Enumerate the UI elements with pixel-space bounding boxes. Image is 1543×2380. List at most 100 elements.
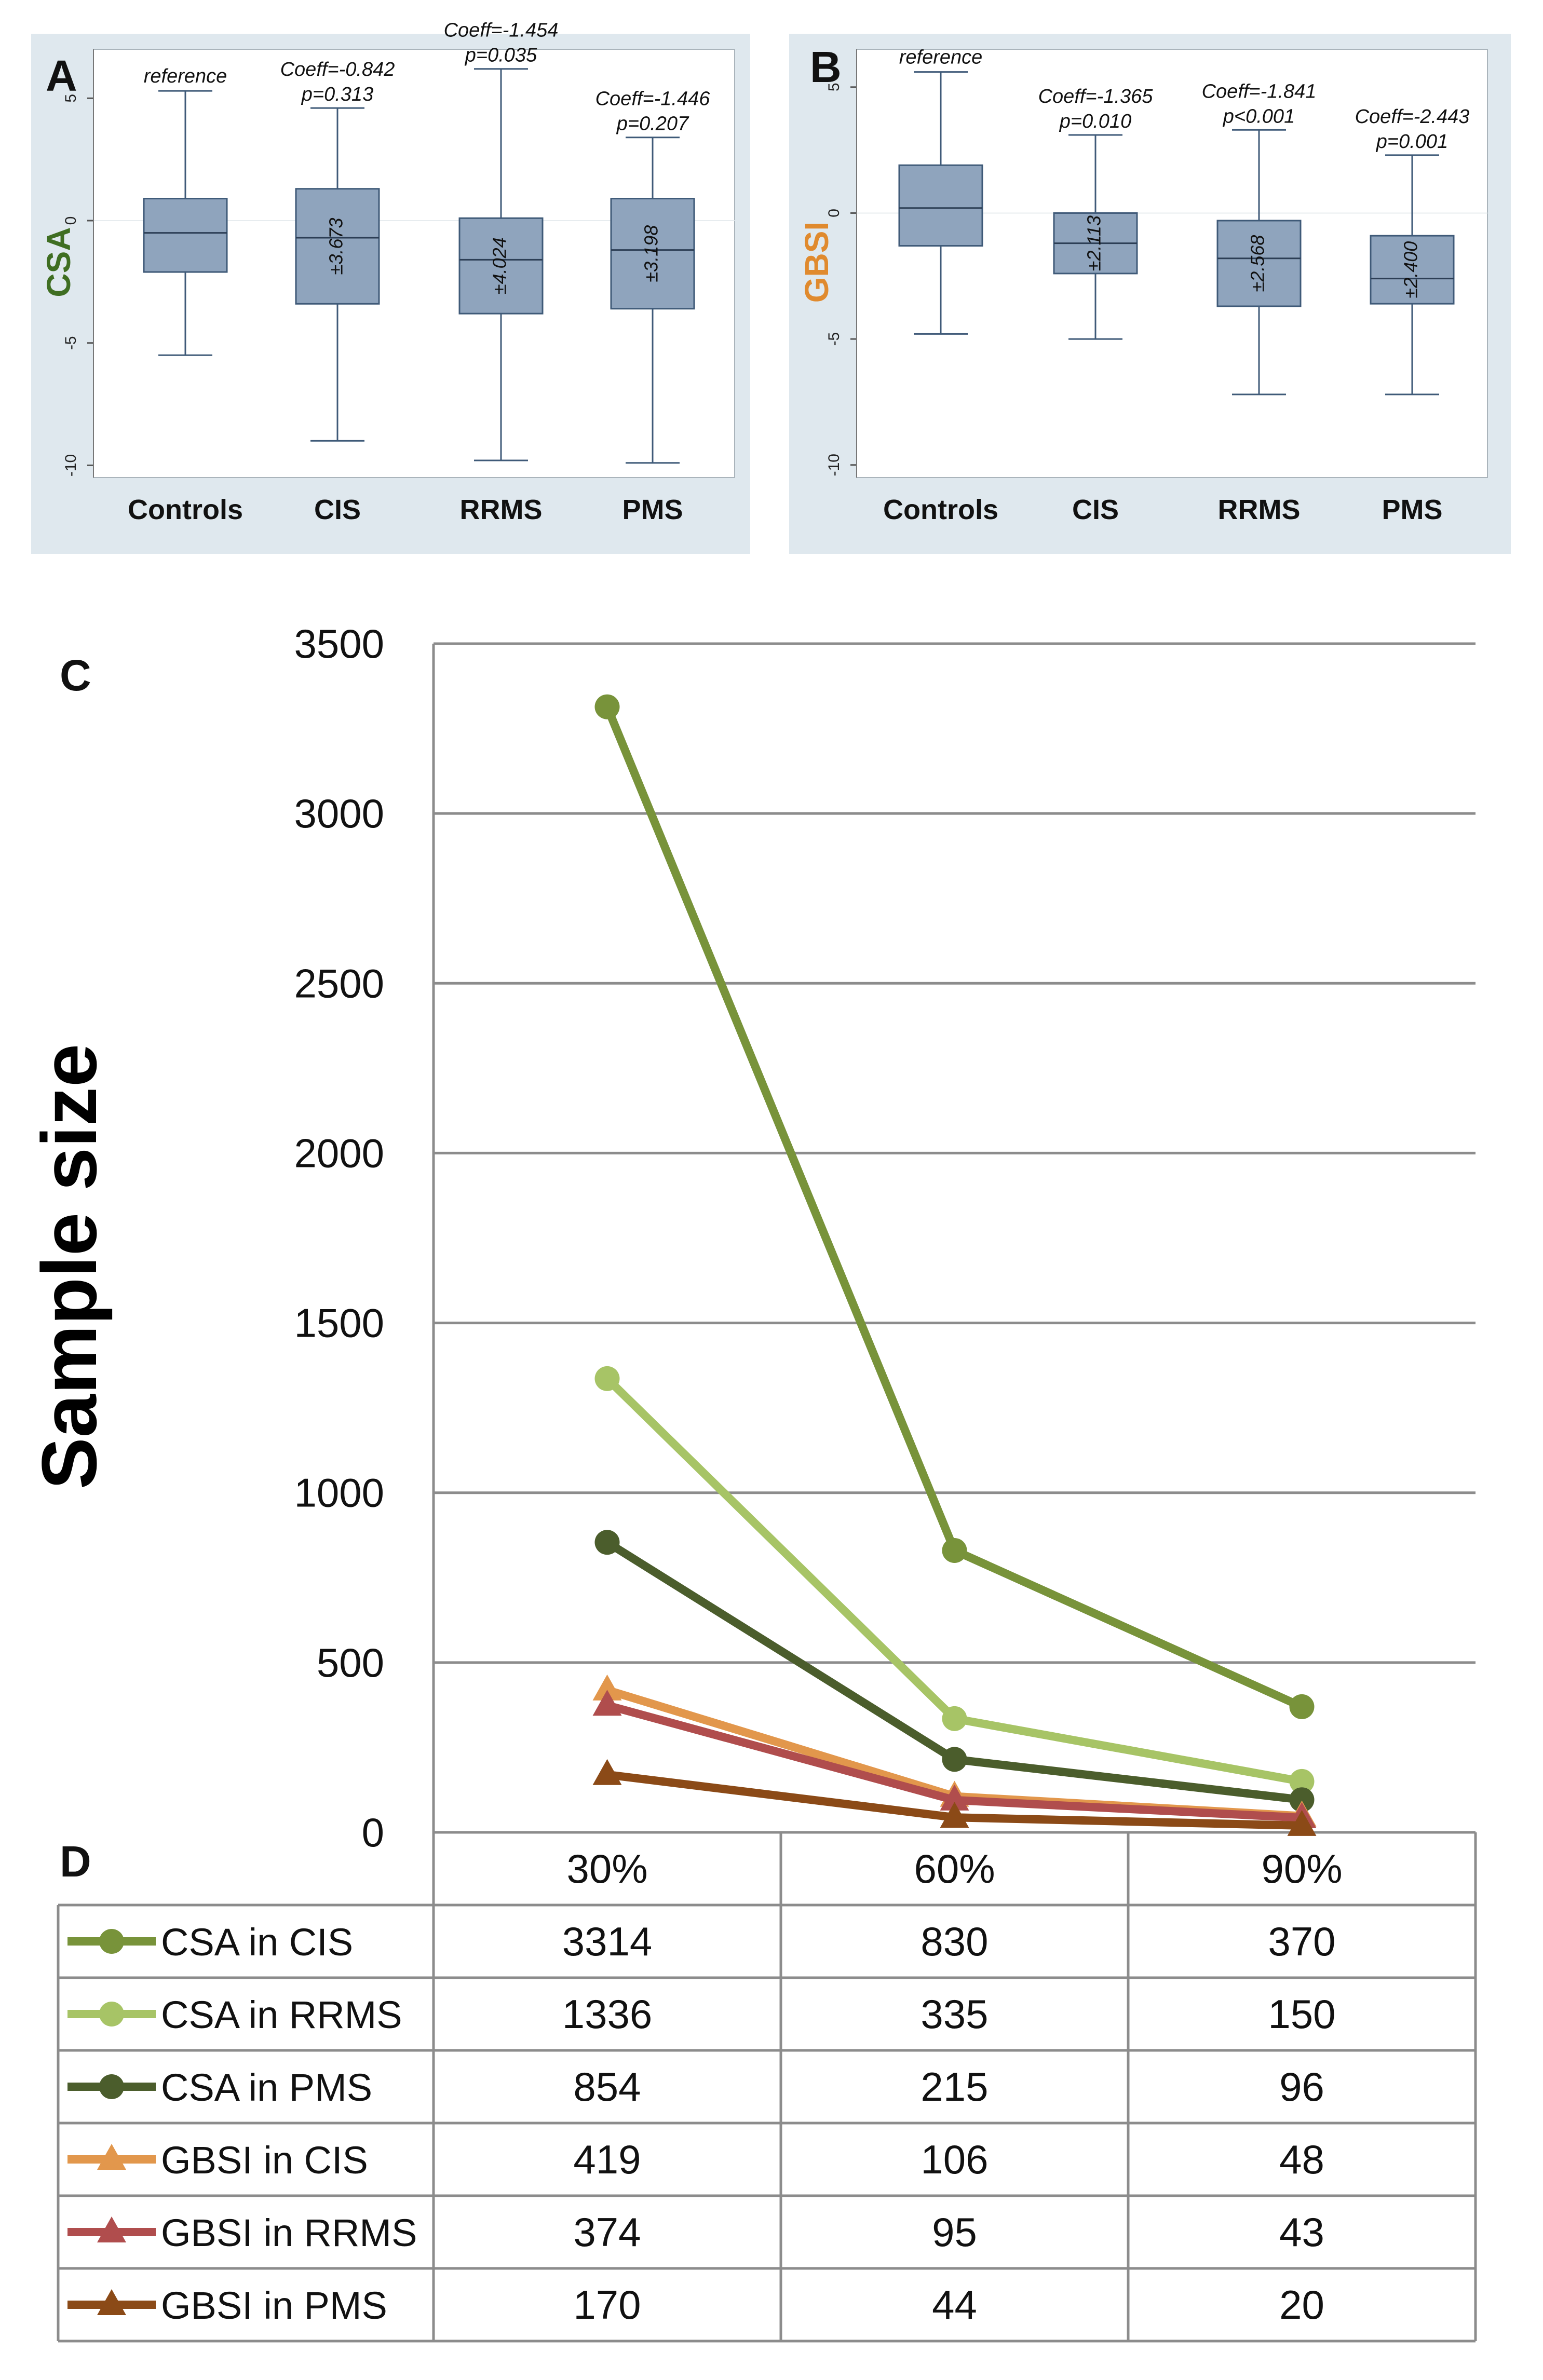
table-cell: 830: [921, 1919, 988, 1964]
box-cis: ±3.673 Coeff=-0.842 p=0.313: [280, 59, 395, 442]
legend-key-marker: [97, 2144, 126, 2170]
box-body: [898, 164, 983, 247]
series-csa-in-pms: [594, 1530, 1315, 1813]
box-body: [610, 198, 695, 310]
y-tick-label: 1500: [294, 1300, 384, 1346]
table-header-cell: 30%: [566, 1846, 647, 1892]
table-cell: 374: [573, 2209, 641, 2255]
category-label: Controls: [128, 494, 243, 525]
box-sd-label: ±4.024: [489, 237, 510, 294]
y-tick-label: -5: [62, 336, 79, 350]
table-cell: 20: [1279, 2282, 1324, 2328]
data-point: [1287, 1810, 1317, 1836]
panel-c-letter: C: [60, 651, 91, 700]
annotation-coeff: Coeff=-1.454: [444, 20, 559, 42]
table-row-label: CSA in CIS: [161, 1921, 353, 1964]
panel-d-letter: D: [60, 1837, 91, 1886]
category-label: PMS: [622, 494, 683, 525]
table-row: CSA in PMS 854 215 96: [67, 2064, 1324, 2110]
y-tick-label: 0: [825, 209, 843, 217]
data-point: [1289, 1787, 1315, 1813]
table-cell: 43: [1279, 2209, 1324, 2255]
y-tick-label: 5: [62, 94, 79, 103]
table-row-label: GBSI in PMS: [161, 2284, 387, 2327]
series-csa-in-rrms: [594, 1366, 1315, 1794]
legend-key-marker: [99, 1929, 124, 1954]
y-tick-label: 0: [62, 216, 79, 225]
annotation-coeff: Coeff=-1.365: [1038, 86, 1154, 107]
y-tick-label: 500: [317, 1640, 384, 1685]
annotation-coeff: Coeff=-1.446: [595, 88, 711, 110]
legend-key-marker: [99, 2002, 124, 2027]
data-point: [1289, 1694, 1315, 1719]
category-label: RRMS: [1218, 494, 1301, 525]
data-point: [594, 1530, 620, 1555]
y-tick-label: 0: [362, 1810, 384, 1855]
box-controls: reference: [143, 65, 228, 356]
box-body: [458, 217, 544, 315]
table-cell: 215: [921, 2064, 988, 2110]
y-tick-label: -10: [825, 454, 843, 476]
table-header-cell: 60%: [914, 1846, 995, 1892]
panel-a-boxes: reference ±3.673 Coeff=-0.842 p=0.313 ±4.024…: [143, 20, 711, 464]
annotation-coeff: Coeff=-1.841: [1202, 80, 1317, 102]
annotation-coeff: Coeff=-2.443: [1355, 106, 1470, 128]
data-point: [592, 1690, 622, 1716]
legend-key-marker: [99, 2074, 124, 2099]
series-gbsi-in-pms: [592, 1759, 1317, 1836]
data-point: [1289, 1769, 1315, 1794]
y-tick-label: 2000: [294, 1130, 384, 1176]
table-cell: 96: [1279, 2064, 1324, 2110]
panel-a-letter: A: [46, 51, 77, 100]
legend-key-marker: [97, 2289, 126, 2315]
table-cell: 335: [921, 1991, 988, 2037]
annotation-reference: reference: [144, 65, 227, 87]
panel-c-y-axis-label: Sample size: [25, 1044, 113, 1490]
category-label: CIS: [1072, 494, 1119, 525]
box-sd-label: ±2.113: [1084, 215, 1105, 271]
table-cell: 95: [932, 2209, 977, 2255]
table-cell: 370: [1268, 1919, 1335, 1964]
y-tick-label: 3000: [294, 791, 384, 836]
y-tick-label: 2500: [294, 960, 384, 1006]
data-point: [594, 1366, 620, 1391]
data-point: [592, 1759, 622, 1785]
data-point: [592, 1674, 622, 1701]
annotation-p-value: p=0.035: [465, 45, 537, 66]
table-cell: 419: [573, 2137, 641, 2182]
box-cis: ±2.113 Coeff=-1.365 p=0.010: [1038, 86, 1154, 340]
table-row: GBSI in PMS 170 44 20: [67, 2282, 1324, 2328]
series-csa-in-cis: [594, 694, 1315, 1719]
box-rrms: ±2.568 Coeff=-1.841 p<0.001: [1202, 80, 1317, 396]
box-controls: reference: [898, 47, 983, 335]
table-row-label: CSA in RRMS: [161, 1993, 402, 2036]
box-sd-label: ±2.400: [1400, 241, 1422, 298]
data-point: [594, 694, 620, 719]
panel-b-y-axis-label: GBSI: [798, 222, 835, 303]
data-point: [940, 1784, 969, 1811]
panel-b-letter: B: [810, 43, 842, 91]
data-point: [940, 1802, 969, 1828]
table-row: CSA in RRMS 1336 335 150: [67, 1991, 1336, 2037]
category-label: RRMS: [460, 494, 543, 525]
box-sd-label: ±3.673: [326, 218, 347, 275]
table-cell: 106: [921, 2137, 988, 2182]
annotation-coeff: Coeff=-0.842: [280, 59, 395, 80]
category-label: Controls: [883, 494, 998, 525]
table-cell: 854: [573, 2064, 641, 2110]
annotation-reference: reference: [899, 47, 983, 69]
panel-c-series: [592, 694, 1317, 1836]
table-cell: 3314: [562, 1919, 653, 1964]
table-row-label: CSA in PMS: [161, 2066, 372, 2109]
panel-a-y-axis-label: CSA: [40, 227, 77, 297]
box-sd-label: ±2.568: [1247, 235, 1268, 292]
panel-c-line-chart: C Sample size 3500 3000 2500 2000 1500 1000 50…: [25, 621, 1476, 1855]
table-row-label: GBSI in CIS: [161, 2139, 368, 2182]
data-point: [942, 1538, 967, 1563]
y-tick-label: 3500: [294, 621, 384, 667]
table-cell: 48: [1279, 2137, 1324, 2182]
annotation-p-value: p=0.010: [1059, 111, 1131, 132]
table-row: GBSI in CIS 419 106 48: [67, 2137, 1324, 2182]
data-point: [942, 1747, 967, 1772]
y-tick-label: 5: [825, 83, 843, 91]
